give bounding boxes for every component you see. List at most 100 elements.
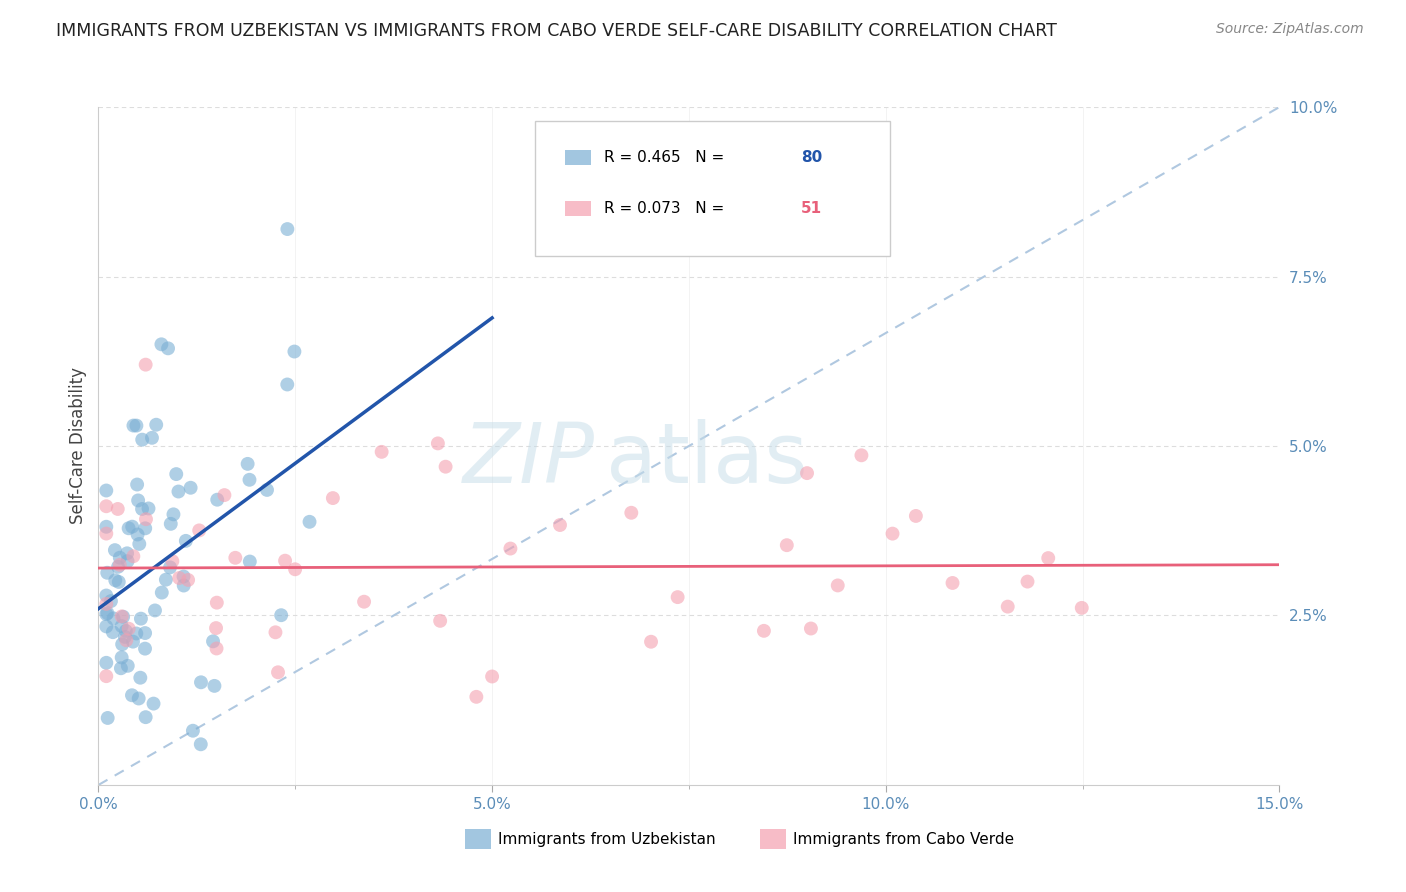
Point xyxy=(110,661,132,675)
Point xyxy=(107,559,129,574)
Point xyxy=(180,481,202,495)
Point xyxy=(800,622,823,636)
Point xyxy=(190,737,212,751)
Text: Immigrants from Uzbekistan: Immigrants from Uzbekistan xyxy=(498,831,716,847)
Point xyxy=(107,502,129,516)
FancyBboxPatch shape xyxy=(464,829,491,849)
Point xyxy=(481,669,503,683)
Point xyxy=(150,585,173,599)
Point xyxy=(904,508,927,523)
Point xyxy=(127,527,149,541)
Point xyxy=(118,622,141,636)
Point xyxy=(111,637,134,651)
Point xyxy=(167,484,190,499)
Point xyxy=(141,431,163,445)
Point xyxy=(117,521,139,535)
Point xyxy=(125,418,148,433)
FancyBboxPatch shape xyxy=(565,151,591,165)
Point xyxy=(150,337,173,351)
Point xyxy=(270,608,292,623)
Text: R = 0.073   N =: R = 0.073 N = xyxy=(605,202,730,216)
Point xyxy=(128,691,150,706)
Point xyxy=(882,526,904,541)
Point xyxy=(121,688,143,702)
Point xyxy=(276,222,298,236)
Point xyxy=(111,619,134,633)
Point xyxy=(115,633,138,648)
Point xyxy=(214,488,236,502)
Point xyxy=(465,690,488,704)
Point xyxy=(429,614,451,628)
Text: ZIP: ZIP xyxy=(463,419,595,500)
Text: atlas: atlas xyxy=(606,419,808,500)
Point xyxy=(353,595,375,609)
Point xyxy=(267,665,290,680)
Point xyxy=(177,573,200,587)
Point xyxy=(117,658,139,673)
Point xyxy=(108,550,131,565)
Point xyxy=(117,554,139,568)
Point xyxy=(205,621,228,635)
FancyBboxPatch shape xyxy=(565,202,591,216)
Point xyxy=(142,697,165,711)
Point xyxy=(108,558,131,572)
Point xyxy=(101,625,124,640)
Point xyxy=(122,634,145,648)
Point xyxy=(434,459,457,474)
Point xyxy=(100,594,122,608)
Point xyxy=(157,342,180,356)
Point xyxy=(264,625,287,640)
Point xyxy=(207,492,229,507)
Point xyxy=(202,634,225,648)
Point xyxy=(167,571,190,585)
Point xyxy=(135,710,157,724)
Point xyxy=(97,711,120,725)
Point xyxy=(131,433,153,447)
Text: 51: 51 xyxy=(801,202,823,216)
Text: R = 0.465   N =: R = 0.465 N = xyxy=(605,151,730,165)
Point xyxy=(174,533,197,548)
Text: 80: 80 xyxy=(801,151,823,165)
Point xyxy=(997,599,1019,614)
Point xyxy=(1017,574,1039,589)
Point xyxy=(941,576,963,591)
Point xyxy=(122,549,145,564)
Point xyxy=(205,641,228,656)
Point xyxy=(96,589,118,603)
Point xyxy=(851,448,873,462)
Point xyxy=(127,477,149,491)
Point xyxy=(125,626,148,640)
Point xyxy=(159,560,181,574)
Point xyxy=(548,518,571,533)
Point xyxy=(620,506,643,520)
Point xyxy=(284,562,307,576)
Point xyxy=(112,609,135,624)
Point xyxy=(96,520,118,534)
Point xyxy=(115,624,138,638)
Y-axis label: Self-Care Disability: Self-Care Disability xyxy=(69,368,87,524)
Point xyxy=(181,723,204,738)
Point xyxy=(173,569,195,583)
Point xyxy=(276,377,298,392)
Point xyxy=(143,603,166,617)
Point xyxy=(96,619,118,633)
Point xyxy=(138,501,160,516)
Point xyxy=(134,641,156,656)
Point xyxy=(827,578,849,592)
Point xyxy=(190,675,212,690)
Point xyxy=(107,574,129,589)
Point xyxy=(96,597,118,611)
Point xyxy=(640,634,662,648)
Point xyxy=(96,526,118,541)
Point xyxy=(128,537,150,551)
Point xyxy=(135,358,157,372)
Point xyxy=(134,521,156,535)
Point xyxy=(131,502,153,516)
Point xyxy=(426,436,449,450)
Point xyxy=(224,550,246,565)
Point xyxy=(165,467,187,482)
Point xyxy=(162,508,184,522)
Point xyxy=(129,612,152,626)
Point xyxy=(370,445,392,459)
Point xyxy=(129,671,152,685)
